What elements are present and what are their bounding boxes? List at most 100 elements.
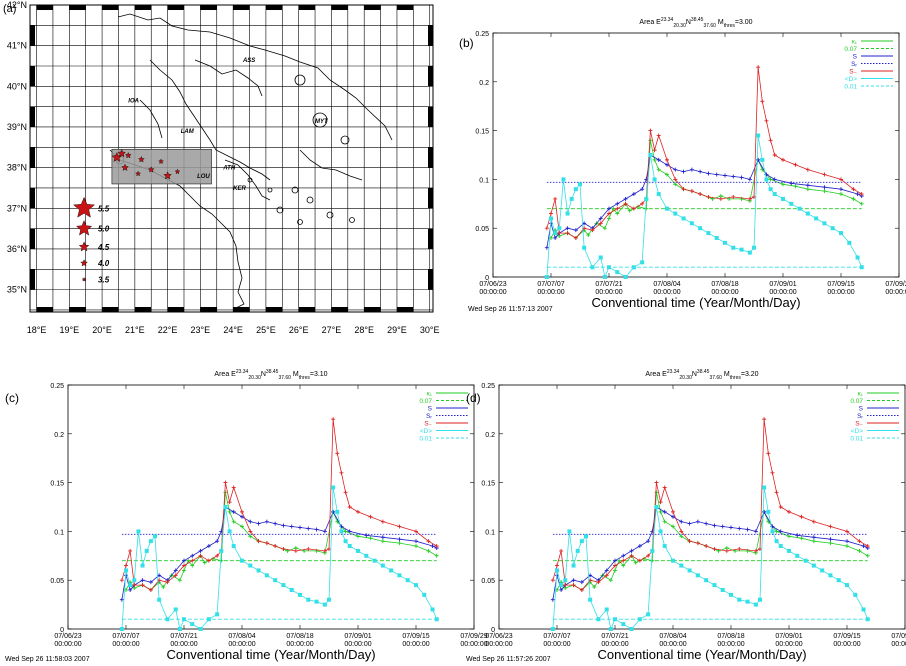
series-marker [662, 519, 667, 524]
series-marker [240, 524, 244, 529]
border-tick-bottom [36, 307, 53, 312]
series-marker [714, 172, 719, 177]
series-marker [557, 231, 562, 236]
series-marker [273, 544, 278, 549]
series-marker [414, 583, 418, 588]
series-marker [687, 521, 692, 526]
title-part: =3.00 [735, 19, 753, 26]
legend-label: κ₁ [858, 391, 864, 398]
series-marker [689, 221, 694, 226]
series-marker [202, 560, 207, 565]
series-marker [662, 485, 667, 490]
city-label: LOU [197, 174, 210, 180]
series-marker [563, 583, 568, 588]
border-tick-bottom [200, 307, 217, 312]
series-marker [380, 519, 385, 524]
legend-label: 0.01 [419, 436, 432, 443]
series-marker [665, 157, 669, 162]
series-marker [588, 597, 593, 602]
x-tick-label: 07/09/15 [402, 633, 429, 640]
series-marker [215, 539, 220, 544]
series-marker [760, 157, 765, 162]
series-marker [681, 169, 686, 174]
plot-frame [498, 384, 906, 630]
series-marker [857, 539, 862, 544]
epicenter-star [124, 151, 132, 159]
legend-label: 0.07 [850, 398, 863, 405]
x-tick-label: 07/09/15 [827, 281, 854, 288]
series-marker [264, 519, 269, 524]
x-tick-label: 07/07/07 [543, 633, 570, 640]
series-marker [814, 216, 819, 221]
series-marker [623, 201, 628, 206]
legend-label: S [853, 54, 858, 61]
series-marker [607, 216, 611, 221]
series-marker [553, 235, 558, 240]
series-marker [762, 485, 767, 490]
border-tick-left [30, 269, 35, 290]
series-marker [756, 65, 761, 70]
border-tick-bottom [265, 307, 283, 312]
series-marker [845, 539, 849, 544]
series-marker [662, 509, 667, 514]
series-marker [613, 558, 617, 563]
series-marker [712, 583, 717, 588]
series-marker [592, 585, 597, 590]
series-marker [646, 553, 651, 558]
x-tick-label: 00:00:00 [653, 289, 680, 296]
series-line [121, 419, 437, 591]
latitude-label: 36°N [7, 244, 27, 254]
series-marker [414, 539, 418, 544]
series-marker [322, 548, 327, 553]
title-part: N [686, 19, 691, 26]
plot-frame [67, 384, 475, 630]
border-tick-top [331, 5, 348, 10]
series-marker [839, 231, 843, 236]
series-marker [644, 196, 649, 201]
series-marker [662, 544, 667, 549]
series-marker [264, 573, 269, 578]
series-marker [778, 544, 783, 549]
series-marker [289, 524, 294, 529]
title-part: 20.30 [673, 23, 686, 29]
border-tick-bottom [102, 307, 119, 312]
series-marker [629, 627, 634, 631]
legend-star [73, 196, 95, 218]
x-axis-label: Conventional time (Year/Month/Day) [166, 647, 375, 662]
series-marker [621, 563, 626, 568]
series-marker [248, 563, 253, 568]
latitude-label: 42°N [7, 0, 27, 10]
epicenter-star [135, 170, 141, 177]
series-marker [652, 148, 657, 153]
y-tick-label: 0.1 [479, 177, 489, 184]
series-marker [331, 417, 336, 422]
border-tick-bottom [134, 307, 152, 312]
series-marker [372, 558, 377, 563]
series-marker [389, 568, 394, 573]
x-tick-label: 07/07/07 [537, 281, 564, 288]
border-tick-bottom [331, 307, 348, 312]
x-tick-label: 00:00:00 [344, 641, 371, 648]
series-marker [555, 568, 559, 573]
series-marker [731, 245, 736, 250]
border-tick-top [134, 5, 152, 10]
x-tick-label: 00:00:00 [286, 641, 313, 648]
series-marker [739, 247, 744, 252]
legend-label: 0.01 [850, 436, 863, 443]
x-tick-label: 07/08/04 [659, 633, 686, 640]
legend-label: <D> [420, 428, 432, 435]
y-tick-label: 0.2 [54, 432, 64, 439]
series-marker [256, 568, 261, 573]
epicenter-star [117, 148, 126, 158]
title-part: thres [724, 23, 736, 29]
series-marker [298, 525, 302, 530]
series-marker [861, 607, 866, 612]
series-marker [397, 537, 402, 542]
panel-label: (c) [5, 391, 19, 405]
series-marker [681, 216, 686, 221]
series-marker [227, 509, 232, 514]
series-marker [633, 560, 638, 565]
series-marker [240, 509, 244, 514]
x-tick-label: 07/07/07 [112, 633, 139, 640]
series-marker [774, 490, 779, 495]
